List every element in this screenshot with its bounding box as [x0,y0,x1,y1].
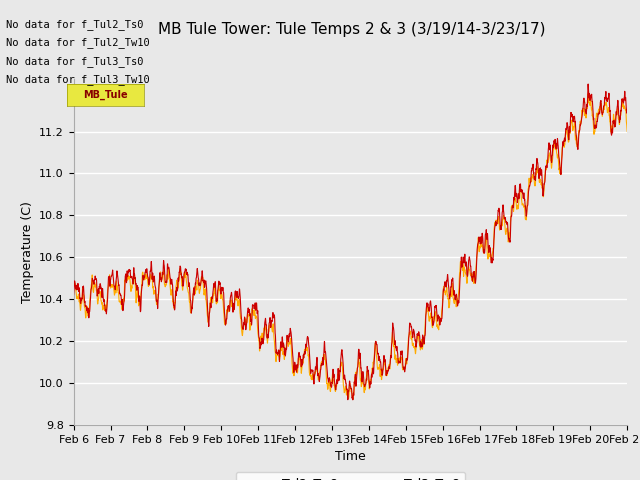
Text: No data for f_Tul3_Tw10: No data for f_Tul3_Tw10 [6,74,150,85]
Tul2_Ts-8 [307,371,314,376]
Y-axis label: Temperature (C): Temperature (C) [20,201,33,303]
Tul3_Ts-8 [302,345,310,350]
Text: No data for f_Tul2_Tw10: No data for f_Tul2_Tw10 [6,37,150,48]
Tul3_Ts-8 [579,108,587,114]
Tul2_Ts-8 [584,81,592,87]
Text: MB_Tule: MB_Tule [83,90,128,100]
Tul2_Ts-8 [70,292,77,298]
Tul3_Ts-8 [584,91,591,97]
Tul3_Ts-8 [70,288,77,293]
Tul3_Ts-8 [307,373,314,379]
Tul2_Ts-8 [579,106,587,111]
Text: No data for f_Tul3_Ts0: No data for f_Tul3_Ts0 [6,56,144,67]
Tul2_Ts-8 [472,276,480,282]
Tul2_Ts-8 [349,397,356,403]
Text: No data for f_Tul2_Ts0: No data for f_Tul2_Ts0 [6,19,144,30]
Line: Tul2_Ts-8: Tul2_Ts-8 [74,84,627,400]
Tul3_Ts-8 [607,124,614,130]
Tul3_Ts-8 [623,129,631,134]
Tul2_Ts-8 [302,344,310,350]
Tul3_Ts-8 [333,383,340,389]
Tul3_Ts-8 [472,266,480,272]
Tul2_Ts-8 [607,118,614,123]
Tul2_Ts-8 [623,107,631,113]
Tul2_Ts-8 [333,380,340,385]
Line: Tul3_Ts-8: Tul3_Ts-8 [74,94,627,399]
Tul3_Ts-8 [349,396,357,402]
Text: MB Tule Tower: Tule Temps 2 & 3 (3/19/14-3/23/17): MB Tule Tower: Tule Temps 2 & 3 (3/19/14… [158,22,546,36]
Legend: Tul2_Ts-8, Tul3_Ts-8: Tul2_Ts-8, Tul3_Ts-8 [236,471,465,480]
X-axis label: Time: Time [335,450,366,463]
